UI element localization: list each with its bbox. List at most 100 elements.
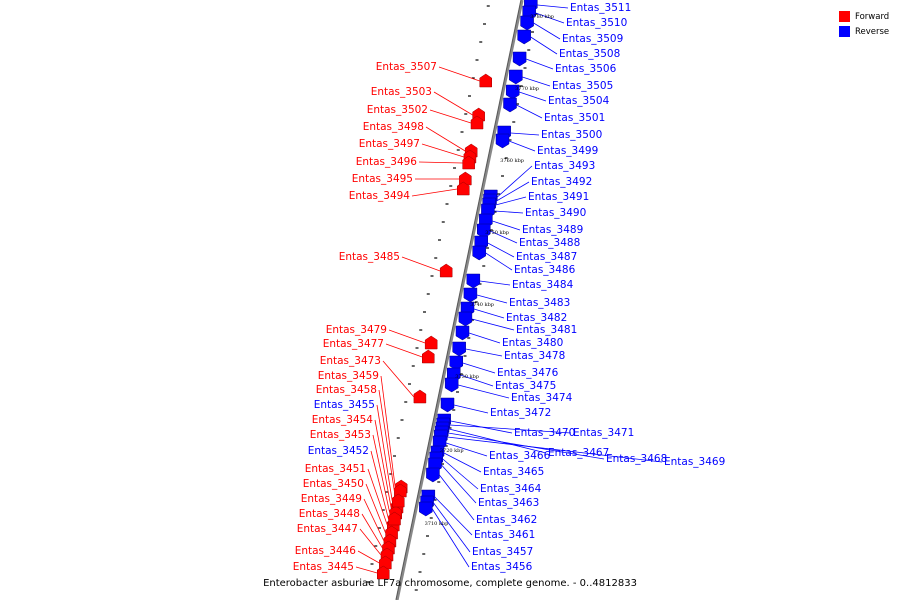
- reverse-gene-label[interactable]: Entas_3499: [537, 145, 598, 157]
- forward-gene-label[interactable]: Entas_3495: [352, 173, 413, 185]
- forward-gene-feature[interactable]: [457, 181, 470, 196]
- reverse-gene-feature[interactable]: [495, 133, 510, 149]
- label-leader-line: [465, 348, 503, 357]
- forward-gene-label[interactable]: Entas_3446: [295, 545, 357, 557]
- reverse-gene-feature[interactable]: [466, 273, 481, 289]
- forward-gene-label[interactable]: Entas_3455: [314, 399, 375, 411]
- forward-gene-label[interactable]: Entas_3449: [301, 493, 362, 505]
- reverse-gene-label[interactable]: Entas_3482: [506, 312, 567, 324]
- reverse-gene-label[interactable]: Entas_3489: [522, 224, 583, 236]
- reverse-gene-label[interactable]: Entas_3468: [606, 453, 667, 465]
- forward-gene-feature[interactable]: [479, 73, 492, 88]
- reverse-gene-feature[interactable]: [444, 377, 459, 393]
- reverse-gene-label[interactable]: Entas_3470: [514, 427, 575, 439]
- reverse-gene-label[interactable]: Entas_3463: [478, 497, 539, 509]
- forward-gene-label[interactable]: Entas_3445: [293, 561, 354, 573]
- forward-gene-label[interactable]: Entas_3503: [371, 86, 432, 98]
- forward-gene-label[interactable]: Entas_3452: [308, 445, 369, 457]
- forward-gene-label[interactable]: Entas_3473: [320, 355, 381, 367]
- forward-gene-feature[interactable]: [422, 349, 435, 364]
- reverse-gene-label[interactable]: Entas_3471: [573, 427, 634, 439]
- reverse-gene-label[interactable]: Entas_3476: [497, 367, 559, 379]
- reverse-gene-label[interactable]: Entas_3493: [534, 160, 595, 172]
- reverse-gene-label[interactable]: Entas_3461: [474, 529, 535, 541]
- reverse-gene-label[interactable]: Entas_3487: [516, 251, 577, 263]
- reverse-gene-label[interactable]: Entas_3504: [548, 95, 610, 107]
- reverse-gene-label[interactable]: Entas_3467: [548, 447, 609, 459]
- reverse-gene-label[interactable]: Entas_3509: [562, 33, 623, 45]
- forward-gene-label[interactable]: Entas_3502: [367, 104, 428, 116]
- reverse-gene-label[interactable]: Entas_3505: [552, 80, 613, 92]
- forward-gene-feature[interactable]: [462, 155, 475, 170]
- reverse-gene-feature[interactable]: [517, 29, 531, 45]
- reverse-gene-label[interactable]: Entas_3472: [490, 407, 551, 419]
- forward-gene-label[interactable]: Entas_3479: [326, 324, 387, 336]
- reverse-gene-feature[interactable]: [419, 501, 433, 517]
- reverse-gene-feature[interactable]: [455, 325, 470, 341]
- reverse-gene-label[interactable]: Entas_3474: [511, 392, 573, 404]
- forward-gene-label[interactable]: Entas_3507: [376, 61, 437, 73]
- reverse-gene-feature[interactable]: [452, 341, 466, 357]
- forward-gene-label[interactable]: Entas_3496: [356, 156, 418, 168]
- forward-gene-label[interactable]: Entas_3498: [363, 121, 424, 133]
- forward-gene-label[interactable]: Entas_3458: [316, 384, 377, 396]
- forward-gene-feature[interactable]: [413, 389, 427, 404]
- reverse-gene-label[interactable]: Entas_3501: [544, 112, 605, 124]
- reverse-gene-label[interactable]: Entas_3464: [480, 483, 542, 495]
- forward-gene-label[interactable]: Entas_3497: [359, 138, 420, 150]
- forward-gene-feature[interactable]: [424, 335, 438, 350]
- forward-gene-label[interactable]: Entas_3448: [299, 508, 360, 520]
- reverse-gene-feature[interactable]: [440, 397, 455, 413]
- reverse-gene-feature[interactable]: [505, 84, 520, 100]
- reverse-gene-label[interactable]: Entas_3462: [476, 514, 537, 526]
- reverse-gene-feature[interactable]: [426, 467, 440, 483]
- reverse-gene-feature[interactable]: [509, 69, 523, 85]
- reverse-gene-label[interactable]: Entas_3457: [472, 546, 533, 558]
- reverse-gene-label[interactable]: Entas_3486: [514, 264, 576, 276]
- reverse-gene-label[interactable]: Entas_3483: [509, 297, 570, 309]
- reverse-gene-label[interactable]: Entas_3491: [528, 191, 589, 203]
- reverse-gene-label[interactable]: Entas_3506: [555, 63, 617, 75]
- reverse-gene-label[interactable]: Entas_3466: [489, 450, 551, 462]
- forward-gene-label[interactable]: Entas_3450: [303, 478, 364, 490]
- reverse-gene-label[interactable]: Entas_3510: [566, 17, 627, 29]
- forward-gene-feature[interactable]: [470, 115, 484, 130]
- reverse-gene-label[interactable]: Entas_3511: [570, 2, 631, 14]
- reverse-gene-label[interactable]: Entas_3508: [559, 48, 620, 60]
- reverse-gene-label[interactable]: Entas_3481: [516, 324, 577, 336]
- reverse-gene-label[interactable]: Entas_3475: [495, 380, 556, 392]
- reverse-gene-feature[interactable]: [520, 15, 534, 31]
- position-tick-label: 3760 kbp: [500, 158, 524, 164]
- reverse-gene-label[interactable]: Entas_3478: [504, 350, 565, 362]
- forward-gene-feature[interactable]: [377, 565, 390, 580]
- reverse-gene-label[interactable]: Entas_3480: [502, 337, 563, 349]
- forward-gene-label[interactable]: Entas_3494: [349, 190, 411, 202]
- forward-gene-label[interactable]: Entas_3447: [297, 523, 358, 535]
- reverse-gene-label[interactable]: Entas_3492: [531, 176, 592, 188]
- label-leader-line: [380, 375, 396, 488]
- reverse-gene-feature[interactable]: [503, 97, 517, 113]
- reverse-gene-label[interactable]: Entas_3484: [512, 279, 574, 291]
- reverse-gene-feature[interactable]: [512, 51, 527, 67]
- reverse-gene-feature[interactable]: [472, 245, 486, 261]
- reverse-gene-label[interactable]: Entas_3488: [519, 237, 580, 249]
- forward-gene-label[interactable]: Entas_3485: [339, 251, 400, 263]
- reverse-gene-feature[interactable]: [458, 311, 473, 327]
- forward-gene-label[interactable]: Entas_3451: [305, 463, 366, 475]
- label-leader-line: [495, 196, 527, 206]
- forward-gene-label[interactable]: Entas_3459: [318, 370, 379, 382]
- reverse-gene-label[interactable]: Entas_3500: [541, 129, 602, 141]
- position-tick-label: 3780 kbp: [530, 14, 554, 20]
- forward-gene-label[interactable]: Entas_3454: [312, 414, 374, 426]
- forward-gene-label[interactable]: Entas_3477: [323, 338, 384, 350]
- reverse-gene-feature[interactable]: [463, 287, 478, 303]
- reverse-gene-label[interactable]: Entas_3456: [471, 561, 533, 573]
- reverse-gene-label[interactable]: Entas_3465: [483, 466, 544, 478]
- forward-gene-feature[interactable]: [439, 263, 453, 278]
- position-tick-label: 3770 kbp: [515, 86, 539, 92]
- reverse-gene-label[interactable]: Entas_3469: [664, 456, 725, 468]
- forward-gene-feature[interactable]: [459, 171, 472, 186]
- forward-gene-feature[interactable]: [379, 555, 392, 570]
- reverse-gene-label[interactable]: Entas_3490: [525, 207, 586, 219]
- forward-gene-label[interactable]: Entas_3453: [310, 429, 371, 441]
